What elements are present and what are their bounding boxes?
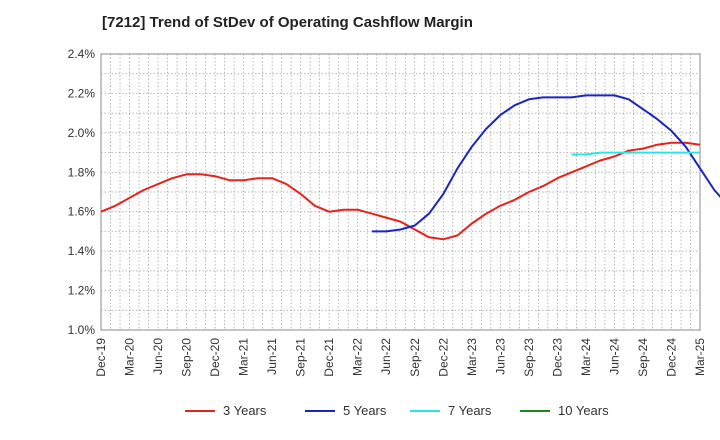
- chart-title: [7212] Trend of StDev of Operating Cashf…: [102, 14, 473, 31]
- x-tick-label: Sep-21: [294, 338, 308, 377]
- y-tick-label: 1.2%: [68, 284, 96, 298]
- x-tick-label: Jun-21: [265, 338, 279, 375]
- x-tick-label: Sep-22: [408, 338, 422, 377]
- x-tick-label: Sep-23: [522, 338, 536, 377]
- series-line-5-years: [372, 94, 720, 233]
- x-tick-label: Mar-21: [237, 338, 251, 376]
- y-tick-label: 2.4%: [68, 47, 96, 61]
- x-tick-label: Mar-25: [693, 338, 707, 376]
- series-line-3-years: [100, 141, 701, 241]
- y-tick-label: 1.8%: [68, 165, 96, 179]
- y-tick-label: 2.2%: [68, 86, 96, 100]
- x-tick-label: Jun-24: [607, 338, 621, 375]
- x-tick-label: Jun-22: [379, 338, 393, 375]
- x-tick-label: Mar-24: [579, 338, 593, 376]
- legend-label: 5 Years: [343, 403, 387, 418]
- x-tick-label: Dec-24: [664, 338, 678, 377]
- x-tick-label: Jun-20: [151, 338, 165, 375]
- x-tick-label: Jun-23: [493, 338, 507, 375]
- y-tick-label: 2.0%: [68, 126, 96, 140]
- legend-label: 3 Years: [223, 403, 267, 418]
- x-tick-label: Mar-23: [465, 338, 479, 376]
- y-tick-label: 1.4%: [68, 244, 96, 258]
- x-tick-label: Dec-23: [550, 338, 564, 377]
- y-tick-label: 1.6%: [68, 205, 96, 219]
- x-tick-label: Dec-22: [436, 338, 450, 377]
- series-line-7-years: [571, 151, 700, 156]
- x-tick-label: Mar-20: [123, 338, 137, 376]
- legend-label: 7 Years: [448, 403, 492, 418]
- x-tick-label: Sep-20: [180, 338, 194, 377]
- x-tick-label: Sep-24: [636, 338, 650, 377]
- legend-label: 10 Years: [558, 403, 609, 418]
- x-tick-label: Dec-21: [322, 338, 336, 377]
- x-tick-label: Dec-20: [208, 338, 222, 377]
- x-tick-label: Dec-19: [94, 338, 108, 377]
- y-tick-label: 1.0%: [68, 323, 96, 337]
- x-tick-label: Mar-22: [351, 338, 365, 376]
